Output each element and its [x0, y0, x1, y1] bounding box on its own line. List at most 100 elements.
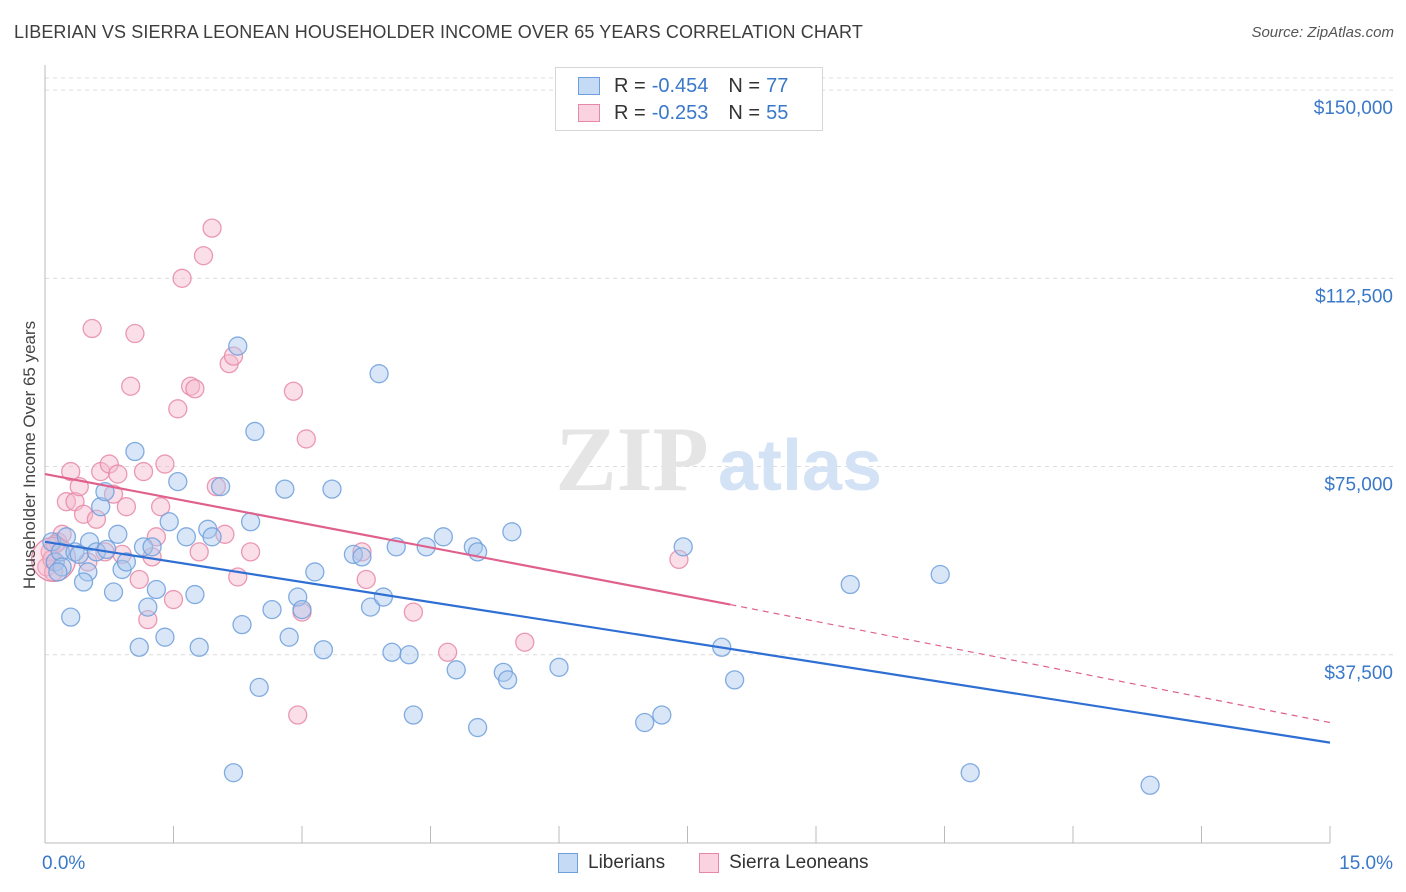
- point-liberian: [382, 642, 402, 662]
- r-label: R =: [614, 101, 646, 124]
- point-liberian: [168, 471, 188, 492]
- point-liberian: [305, 562, 325, 582]
- point-sierra-leonean: [515, 632, 535, 652]
- point-liberian: [228, 336, 248, 356]
- n-value: 55: [766, 101, 789, 124]
- point-liberian: [279, 627, 299, 647]
- point-sierra-leonean: [163, 589, 184, 610]
- legend-item-sierra-leoneans: Sierra Leoneans: [699, 852, 869, 874]
- point-liberian: [97, 539, 117, 560]
- point-liberian: [262, 599, 282, 620]
- point-liberian: [78, 562, 98, 582]
- point-liberian: [185, 584, 205, 605]
- point-liberian: [275, 479, 295, 499]
- legend-row-liberians: R = -0.454 N = 77: [578, 74, 788, 98]
- point-liberian: [79, 532, 100, 552]
- point-sierra-leonean: [129, 569, 149, 590]
- trend-line-liberians: [44, 540, 1331, 744]
- legend-item-liberians: Liberians: [558, 852, 665, 874]
- trend-lines: [44, 472, 1331, 744]
- point-liberian: [433, 527, 454, 547]
- r-label: R =: [614, 74, 646, 97]
- point-sierra-leonean: [223, 346, 244, 366]
- legend-swatch-pink: [578, 104, 600, 122]
- y-tick-label: $37,500: [1324, 663, 1393, 684]
- legend-label: Sierra Leoneans: [729, 852, 869, 873]
- point-liberian: [724, 670, 745, 690]
- point-liberian: [292, 599, 312, 620]
- point-liberian: [652, 705, 672, 725]
- point-sierra-leonean: [172, 268, 192, 288]
- point-liberian: [399, 645, 419, 665]
- point-sierra-leonean: [189, 542, 209, 562]
- n-value: 77: [766, 74, 789, 97]
- trend-line-sierra-leoneans: [44, 472, 731, 606]
- point-liberian: [146, 579, 167, 600]
- point-sierra-leonean: [185, 379, 205, 399]
- legend-swatch-blue: [558, 853, 578, 873]
- point-sierra-leonean: [240, 542, 261, 562]
- point-liberian: [322, 479, 342, 499]
- point-liberian: [549, 657, 569, 677]
- point-sierra-leonean: [202, 218, 222, 238]
- watermark: ZIP atlas: [555, 408, 882, 510]
- point-liberian: [352, 547, 372, 567]
- point-sierra-leonean: [288, 705, 308, 725]
- point-sierra-leonean: [125, 323, 145, 344]
- point-liberian: [403, 705, 424, 725]
- x-tick-label: 15.0%: [1339, 853, 1393, 874]
- point-liberian: [1140, 775, 1160, 795]
- point-sierra-leonean: [133, 461, 154, 482]
- legend-swatch-pink: [699, 853, 720, 873]
- point-liberian: [249, 677, 269, 698]
- point-liberian: [91, 497, 111, 517]
- point-liberian: [108, 524, 128, 544]
- point-liberian: [960, 763, 980, 783]
- series-legend: Liberians Sierra Leoneans: [558, 852, 903, 874]
- point-liberian: [467, 717, 488, 738]
- point-liberian: [369, 364, 389, 384]
- point-sierra-leonean: [403, 602, 424, 622]
- point-sierra-leonean: [108, 464, 128, 484]
- point-sierra-leonean: [146, 527, 167, 547]
- y-axis-label: Householder Income Over 65 years: [20, 320, 39, 590]
- axes: [44, 65, 1331, 844]
- point-sierra-leonean: [206, 476, 226, 497]
- point-liberian: [840, 574, 860, 595]
- point-liberian: [138, 597, 158, 617]
- point-liberian: [313, 640, 334, 660]
- point-sierra-leonean: [283, 381, 304, 401]
- point-liberian: [210, 476, 231, 497]
- point-liberian: [930, 564, 950, 585]
- point-liberian: [232, 615, 252, 635]
- point-sierra-leonean: [116, 497, 137, 517]
- point-liberian: [360, 597, 381, 617]
- point-liberian: [103, 582, 124, 602]
- source-label: Source: ZipAtlas.com: [1251, 24, 1394, 41]
- point-sierra-leonean: [121, 376, 141, 396]
- point-liberian: [176, 527, 197, 547]
- point-liberian: [155, 627, 175, 647]
- r-value: -0.454: [651, 74, 709, 97]
- point-liberian: [202, 527, 222, 547]
- point-liberian: [446, 660, 466, 680]
- watermark-zip: ZIP: [555, 408, 708, 510]
- point-liberian: [125, 441, 145, 462]
- series-liberians: [42, 336, 1160, 795]
- legend-swatch-blue: [578, 77, 600, 95]
- point-liberian: [373, 587, 394, 607]
- point-sierra-leonean: [82, 318, 102, 339]
- point-liberian: [245, 421, 265, 442]
- point-liberian: [142, 537, 162, 557]
- tick-labels: $37,500 $75,000 $112,500 $150,000 0.0% 15.0%: [42, 98, 1393, 874]
- point-sierra-leonean: [61, 461, 81, 482]
- legend-row-sierra-leoneans: R = -0.253 N = 55: [578, 101, 788, 125]
- legend-label: Liberians: [588, 852, 666, 873]
- point-sierra-leonean: [296, 429, 316, 449]
- point-liberian: [635, 712, 655, 733]
- point-sierra-leonean: [356, 569, 376, 590]
- point-sierra-leonean: [437, 642, 458, 662]
- n-label: N =: [728, 74, 761, 97]
- chart-title: LIBERIAN VS SIERRA LEONEAN HOUSEHOLDER I…: [14, 22, 863, 42]
